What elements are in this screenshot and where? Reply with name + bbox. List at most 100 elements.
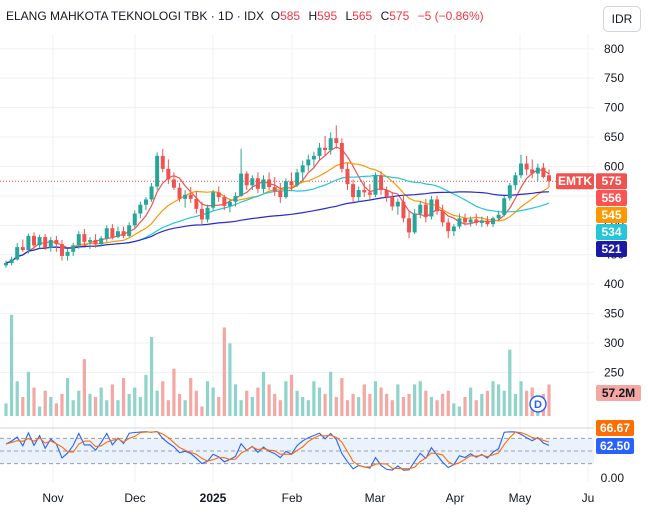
volume-bar (121, 378, 126, 416)
candle-body (155, 155, 160, 187)
volume-bar (513, 393, 518, 416)
volume-bar (245, 390, 249, 416)
change-value: −5 (−0.86%) (417, 9, 484, 23)
candle-body (328, 138, 333, 151)
ticker-badge: EMTK (558, 174, 592, 188)
volume-bar (368, 393, 372, 416)
candle-body (373, 175, 378, 195)
candle-body (227, 201, 232, 206)
candle-body (250, 178, 255, 186)
candle-body (289, 181, 294, 186)
candle-body (323, 147, 328, 151)
candle-body (115, 231, 120, 238)
volume-bar (525, 390, 529, 416)
candle-body (211, 192, 216, 208)
candle-body (15, 247, 20, 260)
volume-bar (233, 384, 238, 416)
candle-body (127, 225, 132, 236)
symbol-legend: ELANG MAHKOTA TEKNOLOGI TBK · 1D · IDX O… (6, 9, 489, 23)
time-axis: Nov Dec 2025 Feb Mar Apr May Ju (42, 491, 594, 505)
price-badges: EMTK 575 556 545 534 521 57.2M 66.67 62.50 D (529, 173, 641, 454)
low-value: 565 (352, 9, 373, 23)
price-tick: 250 (604, 365, 624, 379)
price-tick: 800 (604, 42, 624, 56)
candle-body (233, 195, 238, 202)
volume-bar (110, 384, 114, 416)
candle-body (9, 259, 14, 263)
candle-body (356, 190, 361, 198)
volume-bar (15, 381, 19, 416)
volume-bar (93, 397, 98, 416)
candle-body (345, 168, 350, 185)
candle-body (205, 207, 210, 220)
candle-body (244, 173, 249, 186)
symbol-title: ELANG MAHKOTA TEKNOLOGI TBK · 1D · IDX (6, 9, 265, 23)
time-tick: Apr (446, 491, 465, 505)
candle-body (261, 179, 266, 189)
candle-body (401, 201, 406, 219)
volume-bar (317, 387, 322, 416)
candle-body (407, 218, 412, 233)
candle-body (239, 173, 244, 196)
candle-body (418, 204, 423, 214)
candle-body (76, 234, 81, 246)
volume-bar (508, 349, 512, 416)
low-label: L (345, 9, 353, 23)
price-tick: 750 (604, 71, 624, 85)
ma-mid-badge-bg (596, 207, 627, 223)
candle-body (149, 186, 154, 200)
volume-bar (334, 397, 338, 416)
volume-bar (105, 400, 109, 416)
candle-body (26, 235, 31, 251)
volume-bar (323, 393, 327, 416)
volume-bar (239, 400, 243, 416)
volume-bar (9, 314, 14, 416)
volume-bar (396, 384, 400, 416)
candle-body (502, 198, 507, 215)
candle-body (317, 147, 322, 156)
volume-bar (413, 384, 417, 416)
high-label: H (308, 9, 318, 23)
candle-body (367, 192, 372, 195)
open-label: O (270, 9, 281, 23)
volume-bar (306, 400, 310, 416)
price-tick: 350 (604, 307, 624, 321)
volume-bar (418, 381, 422, 416)
volume-bar (211, 387, 215, 416)
volume-badge: 57.2M (602, 386, 635, 400)
candle-body (37, 237, 42, 246)
candle-body (463, 218, 468, 223)
candle-body (496, 214, 501, 219)
candle-body (272, 187, 277, 192)
ma-mid-badge: 545 (601, 208, 621, 222)
candle-body (59, 244, 64, 256)
currency-button[interactable]: IDR (603, 6, 641, 32)
candle-body (255, 178, 260, 189)
volume-bar (469, 387, 473, 416)
volume-bar (452, 403, 456, 416)
stochastic-pane (0, 427, 594, 471)
volume-bar (345, 400, 350, 416)
candle-body (311, 155, 316, 160)
candle-body (278, 191, 283, 198)
volume-bar (54, 403, 58, 416)
candle-body (216, 192, 221, 198)
volume-bar (446, 390, 450, 416)
candle-body (31, 235, 36, 246)
volume-bar (390, 400, 394, 416)
volume-pane (4, 314, 551, 416)
volume-bar (77, 390, 81, 416)
moving-averages (5, 146, 550, 264)
candle-body (177, 187, 182, 199)
volume-bar (166, 400, 170, 416)
volume-bar (261, 371, 266, 416)
candle-body (199, 208, 204, 220)
volume-bar (278, 400, 282, 416)
candle-body (468, 219, 473, 223)
volume-bar (441, 393, 445, 416)
candle-body (194, 198, 199, 209)
time-tick: Feb (282, 491, 303, 505)
volume-bar (429, 397, 434, 416)
volume-badge-bg (596, 385, 641, 401)
